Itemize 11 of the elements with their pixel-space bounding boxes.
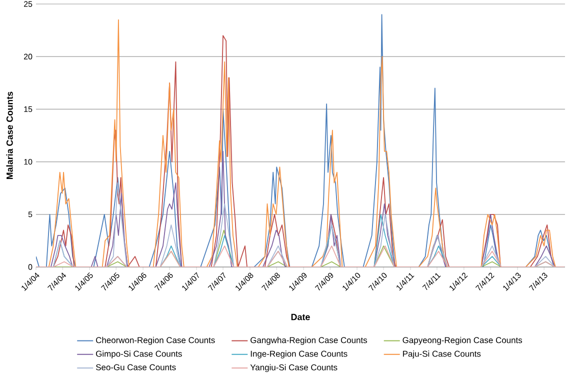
x-axis-title: Date <box>291 314 310 320</box>
legend-label: Seo-Gu Case Counts <box>96 364 176 370</box>
line-series <box>36 246 565 267</box>
legend-label: Gangwha-Region Case Counts <box>250 336 368 345</box>
legend-label: Inge-Region Case Counts <box>250 350 348 358</box>
legend-label: Gimpo-Si Case Counts <box>96 350 182 358</box>
legend-label: Cheorwon-Region Case Counts <box>96 336 215 345</box>
legend-label: Gapyeong-Region Case Counts <box>402 336 522 345</box>
legend-label: Yangiu-Si Case Counts <box>250 364 338 372</box>
y-axis-title: Malaria Case Counts <box>6 92 13 180</box>
legend-label: Paju-Si Case Counts <box>403 350 481 358</box>
